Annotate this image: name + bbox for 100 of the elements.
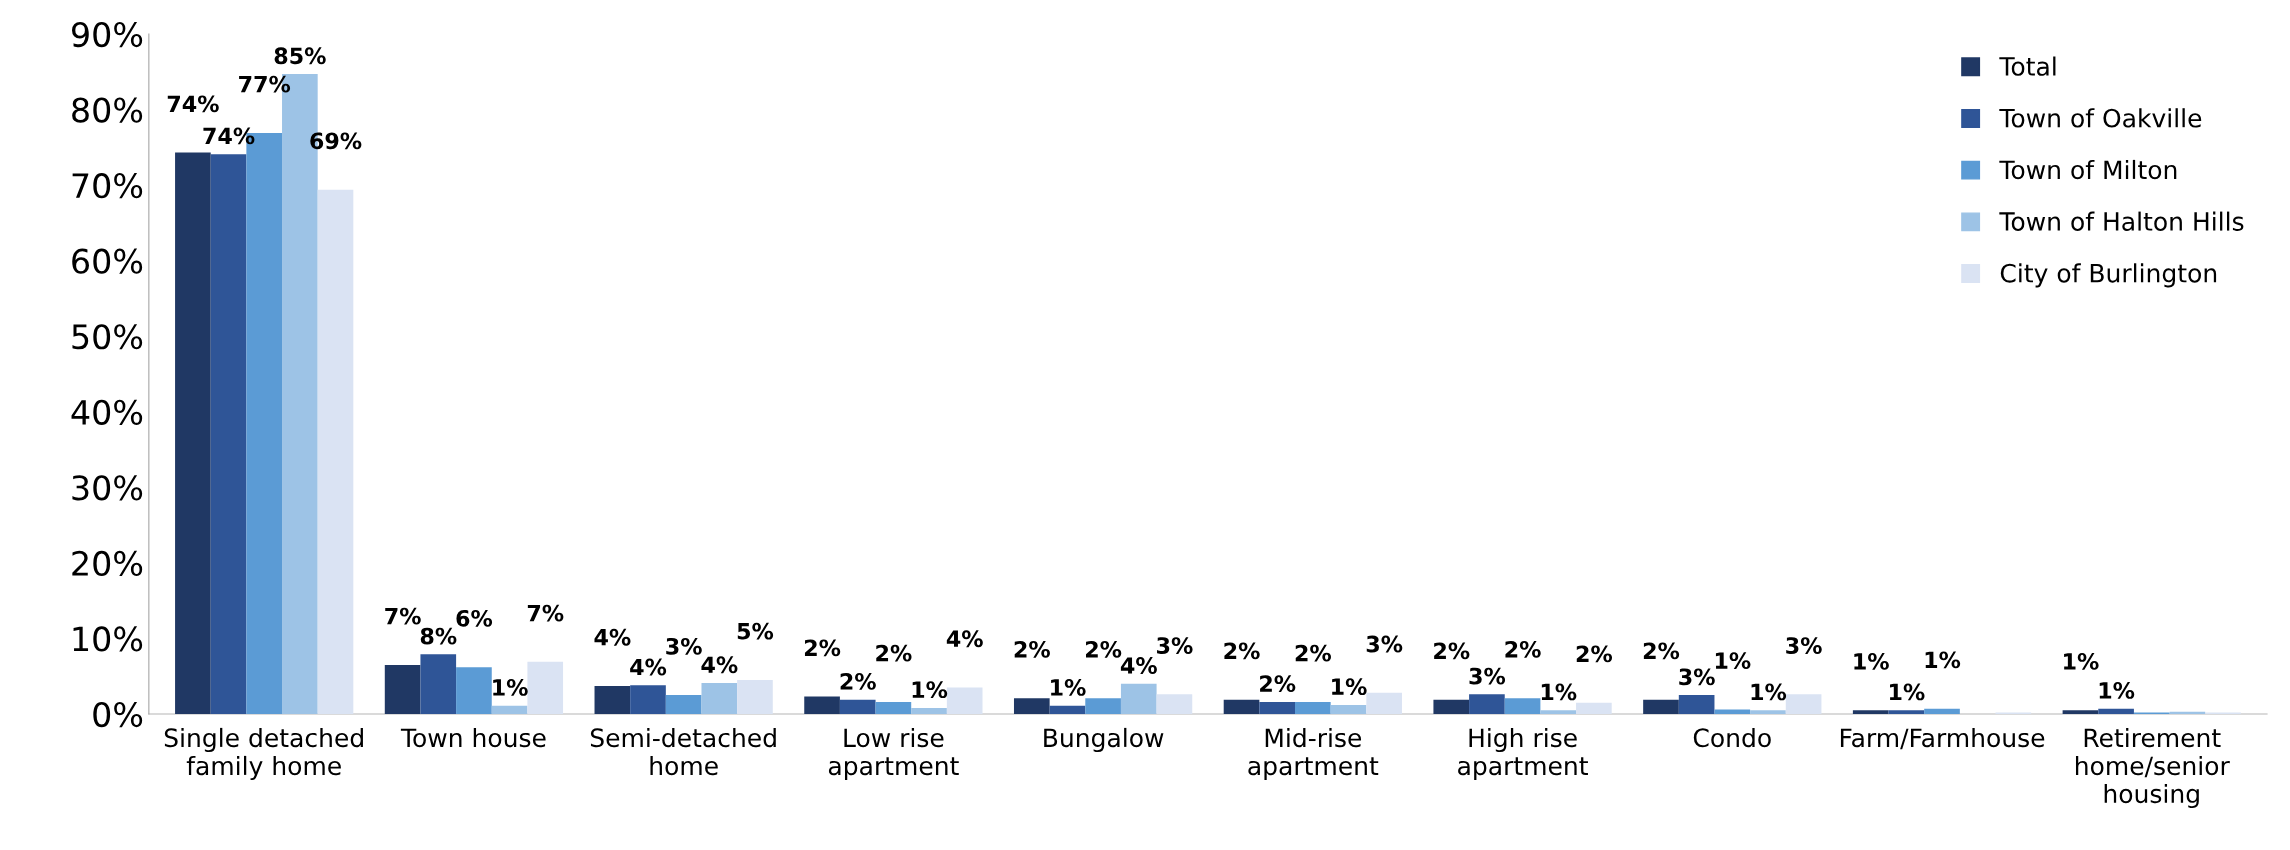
bar	[1678, 695, 1715, 714]
data-label: 3%	[1469, 667, 1506, 685]
data-label: 1%	[1051, 679, 1086, 696]
x-tick-label: Semi-detached home	[590, 727, 776, 776]
data-label: 2%	[840, 672, 876, 690]
legend-label: Town of Halton Hills	[1999, 211, 2244, 231]
data-label: 2%	[1505, 640, 1541, 658]
bar	[527, 661, 564, 714]
y-tick-label: 20%	[72, 550, 143, 577]
bar	[911, 707, 947, 714]
data-label: 85%	[274, 47, 326, 65]
legend-label: City of Burlington	[2000, 263, 2217, 288]
bar	[210, 154, 247, 714]
bar	[839, 699, 876, 714]
data-label: 1%	[2064, 653, 2099, 670]
bar	[1750, 710, 1786, 714]
data-label: 7%	[385, 607, 421, 625]
data-label: 1%	[2099, 682, 2135, 699]
y-tick-label: 30%	[72, 475, 143, 501]
y-tick-label: 80%	[72, 97, 143, 123]
data-label: 1%	[1715, 652, 1751, 670]
bar	[1433, 699, 1470, 714]
data-label: 2%	[1086, 640, 1122, 658]
bar	[1366, 692, 1402, 714]
data-label: 2%	[1576, 645, 1613, 663]
bar	[804, 696, 840, 714]
data-label: 4%	[701, 656, 738, 674]
bar	[175, 152, 211, 714]
y-tick-label: 60%	[72, 248, 143, 274]
bar	[2062, 710, 2099, 714]
data-label: 4%	[1120, 657, 1157, 674]
data-label: 3%	[1786, 637, 1822, 654]
bar	[1049, 705, 1086, 714]
bar	[737, 680, 773, 714]
bar	[1223, 699, 1260, 714]
bar	[1156, 694, 1193, 714]
bar	[1469, 694, 1505, 714]
data-label: 6%	[456, 609, 493, 627]
bar	[384, 664, 421, 714]
x-tick-label: Bungalow	[1044, 727, 1164, 753]
data-label: 1%	[1925, 651, 1961, 669]
bar	[1295, 701, 1331, 714]
bar	[630, 685, 666, 714]
bar	[1085, 698, 1121, 714]
data-label: 2%	[1224, 642, 1260, 660]
y-tick-label: 50%	[72, 324, 143, 350]
data-label: 1%	[493, 679, 528, 696]
bar	[1714, 709, 1751, 714]
data-label: 2%	[1014, 640, 1050, 658]
data-label: 3%	[666, 637, 702, 655]
data-label: 2%	[804, 639, 841, 657]
data-label: 1%	[1854, 653, 1889, 670]
data-label: 1%	[1890, 683, 1925, 701]
bar	[1013, 698, 1050, 714]
bar	[1888, 710, 1925, 714]
x-tick-label: Farm/Farmhouse	[1840, 727, 2045, 750]
bar	[491, 705, 528, 714]
bar	[946, 687, 983, 714]
data-label: 1%	[1541, 683, 1577, 701]
legend-label: Town of Milton	[1999, 159, 2177, 180]
y-tick-label: 40%	[71, 399, 143, 425]
data-label: 77%	[239, 75, 291, 93]
data-label: 4%	[630, 658, 667, 676]
data-label: 5%	[737, 622, 774, 640]
data-label: 3%	[1366, 635, 1403, 653]
data-label: 3%	[1679, 668, 1715, 686]
data-label: 2%	[876, 644, 912, 662]
bar	[2098, 708, 2134, 714]
data-label: 4%	[946, 630, 983, 648]
data-label: 2%	[1295, 644, 1331, 662]
data-label: 74%	[203, 127, 255, 145]
data-label: 2%	[1260, 675, 1296, 693]
x-tick-label: Mid-rise apartment	[1248, 727, 1379, 781]
x-tick-label: High rise apartment	[1458, 727, 1588, 781]
bar	[1120, 683, 1157, 714]
bar	[1924, 708, 1960, 714]
x-tick-label: Single detached family home	[164, 727, 363, 781]
data-label: 1%	[912, 681, 948, 699]
data-label: 74%	[167, 95, 219, 113]
data-label: 7%	[527, 604, 564, 622]
legend-label: Town of Oakville	[1999, 108, 2202, 128]
data-label: 2%	[1434, 642, 1470, 660]
x-tick-label: Condo	[1693, 727, 1771, 748]
data-label: 2%	[1643, 642, 1680, 660]
bar	[665, 695, 702, 714]
bar	[1259, 701, 1296, 714]
bar	[317, 189, 354, 714]
bar	[701, 683, 738, 714]
data-label: 8%	[420, 627, 457, 645]
bar	[1576, 702, 1612, 714]
bar	[1504, 698, 1541, 714]
bar	[875, 701, 912, 714]
data-label: 1%	[1332, 678, 1367, 696]
x-tick-label: Low rise apartment	[828, 727, 959, 781]
bar	[1643, 699, 1679, 714]
y-tick-label: 10%	[73, 626, 143, 652]
y-tick-label: 70%	[72, 173, 143, 199]
bar	[594, 686, 631, 714]
bar	[420, 654, 457, 714]
data-label: 69%	[310, 132, 362, 150]
